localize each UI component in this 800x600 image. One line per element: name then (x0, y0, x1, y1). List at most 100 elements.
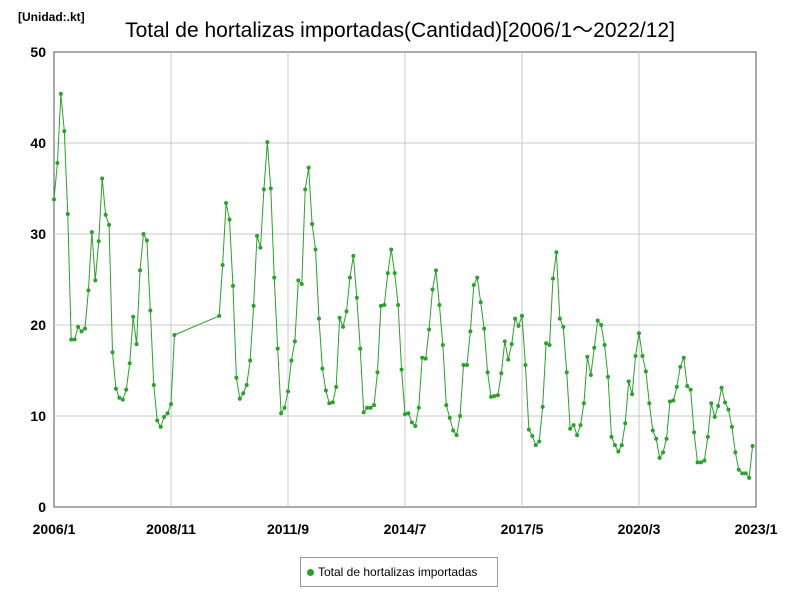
data-point (475, 275, 480, 280)
x-tick-label: 2020/3 (618, 521, 661, 537)
data-point (258, 245, 263, 250)
data-point (334, 384, 339, 389)
data-point (633, 353, 638, 358)
data-point (520, 313, 524, 318)
data-point (454, 433, 459, 438)
data-point (464, 363, 469, 368)
data-point (619, 443, 624, 448)
data-point (265, 140, 270, 145)
data-point (612, 443, 617, 448)
data-point (134, 342, 139, 347)
data-point (506, 357, 511, 362)
data-point (69, 337, 74, 342)
data-point (571, 423, 576, 428)
data-point (169, 402, 173, 407)
y-tick-label: 20 (30, 317, 46, 333)
data-point (224, 201, 229, 206)
data-point (712, 414, 717, 419)
data-point (409, 420, 414, 425)
data-point (389, 247, 394, 252)
data-point (733, 450, 738, 455)
data-point (685, 383, 690, 388)
data-point (79, 329, 84, 334)
data-point (76, 324, 81, 329)
data-point (368, 405, 373, 410)
data-point (358, 346, 363, 351)
data-point (492, 393, 497, 398)
data-point (630, 392, 635, 397)
data-point (272, 275, 277, 280)
x-tick-label: 2006/1 (33, 521, 76, 537)
data-point (385, 271, 390, 276)
data-point (316, 316, 321, 321)
data-point (433, 268, 438, 273)
data-point (275, 346, 280, 351)
data-point (107, 222, 112, 227)
data-point (468, 329, 473, 334)
data-point (550, 276, 555, 281)
data-point (688, 387, 693, 392)
data-point (723, 400, 728, 405)
data-point (637, 331, 641, 336)
data-point (537, 439, 542, 444)
data-point (544, 341, 549, 346)
data-point (568, 426, 573, 431)
data-point (540, 404, 545, 409)
data-point (162, 414, 167, 419)
legend-label: Total de hortalizas importadas (318, 565, 478, 579)
data-point (447, 415, 452, 420)
data-point (58, 91, 63, 96)
legend-marker (307, 568, 314, 576)
data-point (695, 460, 700, 465)
y-tick-label: 50 (30, 44, 46, 60)
x-tick-label: 2008/11 (146, 521, 196, 537)
data-point (437, 302, 442, 307)
data-point (351, 253, 356, 258)
data-point (413, 424, 418, 429)
x-tick-label: 2011/9 (267, 521, 309, 537)
data-point (667, 399, 672, 404)
data-point (323, 388, 328, 393)
data-point (303, 187, 308, 192)
data-point (561, 324, 566, 329)
data-point (151, 383, 156, 388)
data-point (709, 401, 714, 406)
data-point (144, 238, 149, 243)
data-point (255, 233, 260, 238)
data-point (671, 398, 676, 403)
data-point (244, 383, 249, 388)
data-point (485, 370, 490, 375)
data-point (647, 401, 652, 406)
data-point (127, 361, 132, 366)
data-point (743, 471, 748, 476)
data-point (427, 327, 432, 332)
data-point (354, 295, 359, 300)
data-point (230, 283, 235, 288)
data-point (599, 323, 604, 327)
data-point (482, 326, 487, 331)
data-point (279, 411, 284, 416)
data-point (237, 396, 242, 401)
data-point (375, 370, 380, 375)
legend: Total de hortalizas importadas (300, 557, 498, 587)
data-point (268, 186, 273, 191)
data-point (120, 397, 125, 402)
data-point (347, 275, 352, 280)
data-point (62, 129, 67, 134)
data-point (89, 230, 94, 235)
data-point (654, 436, 659, 441)
unit-label: [Unidad:.kt] (18, 10, 85, 24)
y-tick-label: 0 (38, 499, 46, 515)
data-point (581, 401, 586, 406)
data-point (681, 355, 686, 360)
data-point (289, 358, 294, 363)
data-point (526, 427, 531, 432)
y-tick-label: 10 (30, 408, 46, 424)
data-point (564, 370, 569, 375)
y-axis-ticks: 0 10 20 30 40 50 (30, 44, 46, 515)
data-point (310, 221, 315, 226)
data-point (406, 411, 411, 416)
data-point (747, 475, 752, 480)
data-point (444, 403, 449, 408)
